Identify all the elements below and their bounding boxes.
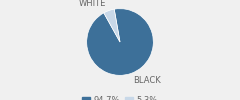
Wedge shape: [104, 9, 120, 42]
Wedge shape: [87, 9, 153, 75]
Text: WHITE: WHITE: [79, 0, 106, 8]
Legend: 94.7%, 5.3%: 94.7%, 5.3%: [79, 93, 161, 100]
Text: BLACK: BLACK: [134, 76, 161, 85]
